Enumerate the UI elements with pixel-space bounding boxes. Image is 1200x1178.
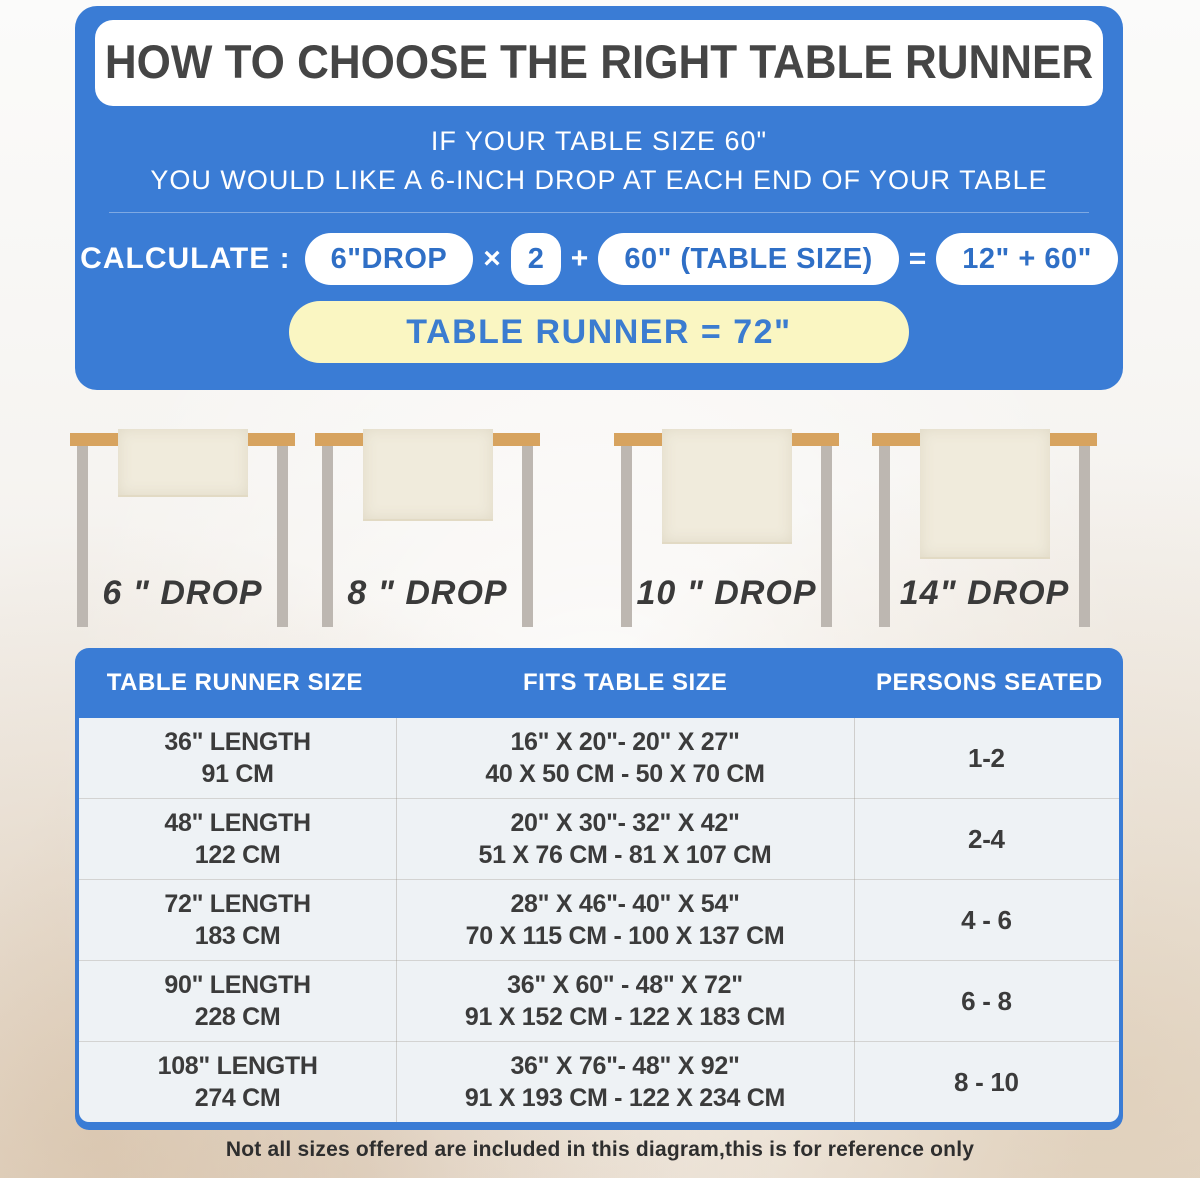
table-runner-graphic	[362, 429, 493, 521]
fits-inches: 36" X 60" - 48" X 72"	[507, 970, 743, 999]
drop-label: 10 " DROP	[636, 574, 817, 612]
page-title: HOW TO CHOOSE THE RIGHT TABLE RUNNER	[104, 36, 1094, 89]
size-table-header: TABLE RUNNER SIZE FITS TABLE SIZE PERSON…	[75, 648, 1123, 718]
table-leg-right	[522, 445, 533, 627]
table-leg-left	[621, 445, 632, 627]
fits-cm: 51 X 76 CM - 81 X 107 CM	[478, 841, 772, 869]
illustration-14-inch-drop: 14" DROP	[872, 425, 1097, 627]
size-cm: 274 CM	[194, 1084, 281, 1112]
size-cm: 91 CM	[201, 760, 274, 788]
subtitle-line-1: IF YOUR TABLE SIZE 60"	[430, 126, 768, 156]
multiply-sign: ×	[483, 242, 501, 275]
header-persons-seated: PERSONS SEATED	[876, 669, 1103, 696]
title-banner: HOW TO CHOOSE THE RIGHT TABLE RUNNER	[95, 20, 1103, 106]
size-inches: 90" LENGTH	[164, 970, 311, 999]
table-row: 36" LENGTH 91 CM 16" X 20"- 20" X 27" 40…	[79, 718, 1119, 799]
size-inches: 48" LENGTH	[164, 808, 311, 837]
header-table-runner-size: TABLE RUNNER SIZE	[106, 669, 363, 696]
table-row: 108" LENGTH 274 CM 36" X 76"- 48" X 92" …	[79, 1042, 1119, 1122]
persons-cell: 2-4	[968, 823, 1005, 854]
footer-note: Not all sizes offered are included in th…	[225, 1138, 975, 1161]
hero-divider	[109, 212, 1089, 213]
column-divider	[396, 718, 398, 1122]
size-table-body: 36" LENGTH 91 CM 16" X 20"- 20" X 27" 40…	[79, 718, 1119, 1122]
factor-badge: 2	[510, 233, 561, 285]
drop-pill: 6"DROP	[304, 233, 474, 285]
size-inches: 72" LENGTH	[164, 889, 311, 918]
fits-cm: 40 X 50 CM - 50 X 70 CM	[485, 760, 765, 788]
table-row: 72" LENGTH 183 CM 28" X 46"- 40" X 54" 7…	[79, 880, 1119, 961]
drop-label: 6 " DROP	[102, 574, 263, 612]
hero-card: HOW TO CHOOSE THE RIGHT TABLE RUNNER IF …	[75, 6, 1123, 390]
result-pill: 12" + 60"	[936, 233, 1118, 285]
persons-cell: 8 - 10	[954, 1066, 1019, 1097]
fits-inches: 36" X 76"- 48" X 92"	[510, 1051, 740, 1080]
fits-size-cell: 36" X 60" - 48" X 72" 91 X 152 CM - 122 …	[396, 969, 854, 1034]
table-leg-left	[879, 445, 890, 627]
plus-sign: +	[570, 242, 589, 275]
illustration-6-inch-drop: 6 " DROP	[70, 425, 295, 627]
calculate-row: CALCULATE : 6"DROP × 2 + 60" (TABLE SIZE…	[80, 233, 1118, 285]
header-fits-table-size: FITS TABLE SIZE	[522, 669, 728, 696]
column-divider	[853, 718, 855, 1122]
illustration-8-inch-drop: 8 " DROP	[315, 425, 540, 627]
fits-size-cell: 36" X 76"- 48" X 92" 91 X 193 CM - 122 X…	[396, 1050, 854, 1115]
runner-size-cell: 90" LENGTH 228 CM	[79, 969, 396, 1034]
table-runner-graphic	[661, 429, 792, 544]
illustration-10-inch-drop: 10 " DROP	[614, 425, 839, 627]
result-banner: TABLE RUNNER = 72"	[289, 301, 909, 363]
size-cm: 183 CM	[194, 922, 281, 950]
calculate-label: CALCULATE :	[80, 242, 291, 275]
table-row: 90" LENGTH 228 CM 36" X 60" - 48" X 72" …	[79, 961, 1119, 1042]
table-leg-right	[1079, 445, 1090, 627]
size-table-card: TABLE RUNNER SIZE FITS TABLE SIZE PERSON…	[75, 648, 1123, 1130]
table-size-pill: 60" (TABLE SIZE)	[598, 233, 899, 285]
fits-inches: 28" X 46"- 40" X 54"	[510, 889, 740, 918]
fits-size-cell: 16" X 20"- 20" X 27" 40 X 50 CM - 50 X 7…	[396, 726, 854, 791]
fits-cm: 91 X 152 CM - 122 X 183 CM	[464, 1003, 786, 1031]
fits-inches: 20" X 30"- 32" X 42"	[510, 808, 740, 837]
table-row: 48" LENGTH 122 CM 20" X 30"- 32" X 42" 5…	[79, 799, 1119, 880]
table-leg-right	[277, 445, 288, 627]
size-inches: 36" LENGTH	[164, 727, 311, 756]
result-text: TABLE RUNNER = 72"	[406, 312, 792, 351]
size-cm: 228 CM	[194, 1003, 281, 1031]
table-runner-graphic	[919, 429, 1050, 559]
fits-size-cell: 20" X 30"- 32" X 42" 51 X 76 CM - 81 X 1…	[396, 807, 854, 872]
runner-size-cell: 48" LENGTH 122 CM	[79, 807, 396, 872]
fits-inches: 16" X 20"- 20" X 27"	[510, 727, 740, 756]
persons-cell: 6 - 8	[961, 985, 1012, 1016]
table-leg-left	[322, 445, 333, 627]
drop-label: 8 " DROP	[347, 574, 508, 612]
runner-size-cell: 108" LENGTH 274 CM	[79, 1050, 396, 1115]
fits-cm: 91 X 193 CM - 122 X 234 CM	[464, 1084, 786, 1112]
table-leg-left	[77, 445, 88, 627]
fits-size-cell: 28" X 46"- 40" X 54" 70 X 115 CM - 100 X…	[396, 888, 854, 953]
runner-size-cell: 72" LENGTH 183 CM	[79, 888, 396, 953]
size-cm: 122 CM	[194, 841, 281, 869]
size-inches: 108" LENGTH	[157, 1051, 318, 1080]
runner-size-cell: 36" LENGTH 91 CM	[79, 726, 396, 791]
drop-label: 14" DROP	[899, 574, 1070, 612]
table-leg-right	[821, 445, 832, 627]
fits-cm: 70 X 115 CM - 100 X 137 CM	[465, 922, 785, 950]
subtitle-line-2: YOU WOULD LIKE A 6-INCH DROP AT EACH END…	[150, 165, 1048, 195]
persons-cell: 1-2	[968, 742, 1005, 773]
equals-sign: =	[908, 242, 927, 275]
table-runner-graphic	[117, 429, 248, 497]
persons-cell: 4 - 6	[961, 904, 1012, 935]
